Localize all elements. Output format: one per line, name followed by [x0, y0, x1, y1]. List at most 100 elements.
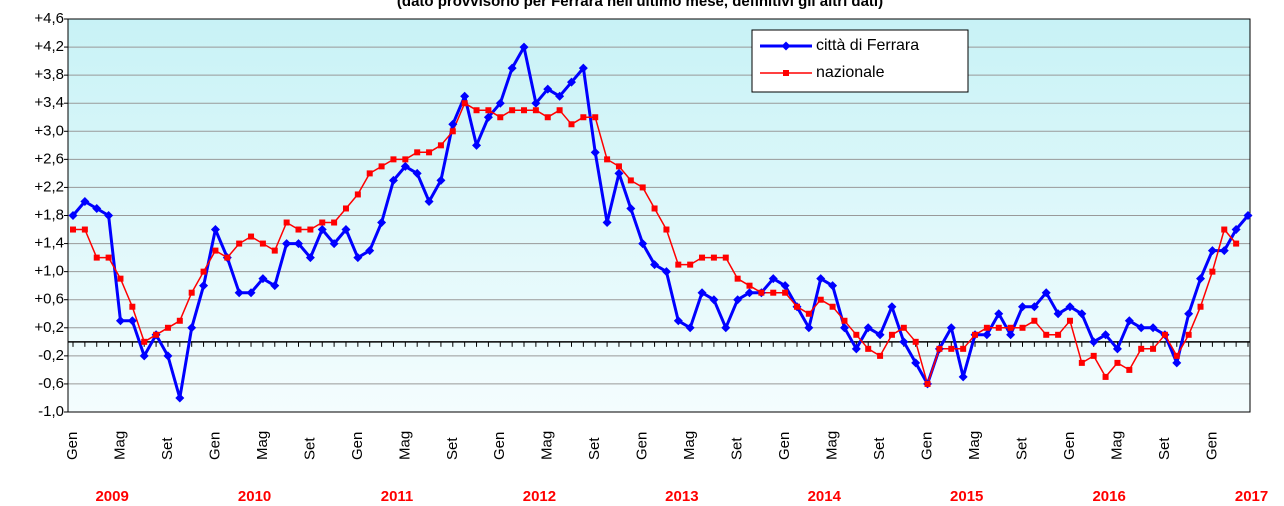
- data-point: [270, 281, 280, 291]
- data-point: [234, 288, 244, 298]
- year-label: 2013: [665, 488, 698, 505]
- data-point: [960, 345, 967, 352]
- data-point: [188, 289, 195, 296]
- data-point: [127, 316, 137, 326]
- data-point: [1055, 331, 1062, 338]
- data-point: [1172, 358, 1182, 368]
- data-point: [390, 156, 397, 163]
- data-point: [768, 274, 778, 284]
- legend-marker: [781, 41, 791, 51]
- y-tick-label: +2,2: [34, 178, 64, 195]
- x-tick-label: Mag: [111, 431, 128, 460]
- data-point: [1209, 268, 1216, 275]
- data-point: [164, 324, 171, 331]
- x-tick-label: Mag: [966, 431, 983, 460]
- data-point: [1077, 309, 1087, 319]
- data-point: [650, 260, 660, 270]
- data-point: [1126, 366, 1133, 373]
- data-point: [1148, 323, 1158, 333]
- data-point: [70, 226, 76, 233]
- data-point: [638, 239, 648, 249]
- data-point: [329, 239, 339, 249]
- data-point: [414, 149, 421, 156]
- data-point: [294, 239, 304, 249]
- data-point: [746, 282, 753, 289]
- data-point: [1221, 226, 1228, 233]
- data-point: [402, 156, 409, 163]
- data-point: [592, 114, 599, 121]
- data-point: [780, 281, 790, 291]
- data-point: [851, 344, 861, 354]
- data-point: [1219, 246, 1229, 256]
- data-point: [602, 218, 612, 228]
- data-point: [388, 175, 398, 185]
- data-point: [105, 254, 112, 261]
- data-point: [687, 261, 694, 268]
- data-point: [710, 254, 717, 261]
- data-point: [295, 226, 302, 233]
- data-point: [817, 296, 824, 303]
- data-point: [1066, 317, 1073, 324]
- legend-box: [751, 29, 969, 93]
- data-point: [983, 324, 990, 331]
- y-tick-label: +4,2: [34, 38, 64, 55]
- x-tick-label: Gen: [64, 432, 81, 460]
- data-point: [544, 114, 551, 121]
- data-point: [1197, 303, 1204, 310]
- data-point: [68, 211, 78, 220]
- data-point: [604, 156, 611, 163]
- data-point: [1006, 330, 1016, 340]
- data-point: [793, 303, 800, 310]
- x-tick-label: Gen: [206, 432, 223, 460]
- data-point: [1184, 309, 1194, 319]
- data-point: [319, 219, 326, 226]
- data-point: [722, 254, 729, 261]
- y-tick-label: +0,6: [34, 291, 64, 308]
- x-tick-label: Gen: [349, 432, 366, 460]
- x-tick-label: Mag: [539, 431, 556, 460]
- data-point: [1029, 302, 1039, 312]
- legend-label: nazionale: [816, 64, 885, 81]
- data-point: [92, 203, 102, 213]
- year-label: 2015: [950, 488, 983, 505]
- data-point: [1136, 323, 1146, 333]
- year-label: 2010: [238, 488, 271, 505]
- data-point: [566, 77, 576, 87]
- data-point: [877, 352, 884, 359]
- y-tick-label: +2,6: [34, 150, 64, 167]
- data-point: [271, 247, 278, 254]
- data-point: [899, 337, 909, 347]
- series-line: [71, 45, 1250, 400]
- data-point: [663, 226, 670, 233]
- data-point: [81, 226, 88, 233]
- data-point: [199, 281, 209, 291]
- data-point: [995, 324, 1002, 331]
- data-point: [175, 393, 185, 403]
- data-point: [93, 254, 100, 261]
- data-point: [580, 114, 587, 121]
- data-point: [1065, 302, 1075, 312]
- data-point: [578, 63, 588, 73]
- data-point: [1031, 317, 1038, 324]
- data-point: [1196, 274, 1206, 284]
- y-tick-label: +1,4: [34, 235, 64, 252]
- data-point: [1124, 316, 1134, 326]
- data-point: [305, 253, 315, 263]
- data-point: [699, 254, 706, 261]
- data-point: [531, 98, 541, 108]
- data-point: [685, 323, 695, 333]
- data-point: [1207, 246, 1217, 256]
- x-tick-label: Set: [301, 437, 318, 460]
- x-tick-label: Mag: [824, 431, 841, 460]
- year-label: 2009: [95, 488, 128, 505]
- x-tick-label: Set: [871, 437, 888, 460]
- data-point: [331, 219, 338, 226]
- data-point: [1173, 352, 1180, 359]
- data-point: [1138, 345, 1145, 352]
- data-point: [948, 345, 955, 352]
- data-point: [424, 196, 434, 206]
- x-tick-label: Set: [729, 437, 746, 460]
- x-tick-label: Gen: [919, 432, 936, 460]
- data-point: [210, 225, 220, 235]
- data-point: [307, 226, 314, 233]
